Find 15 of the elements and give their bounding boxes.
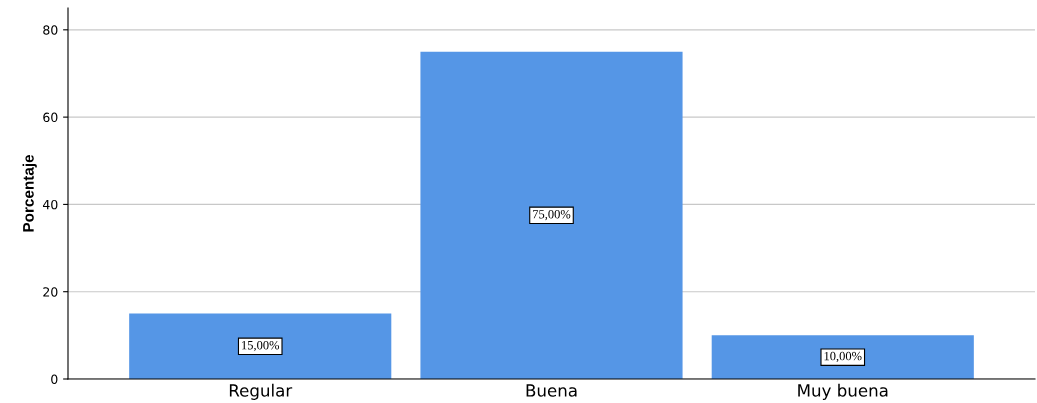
y-axis-title: Porcentaje — [22, 154, 37, 232]
x-tick-label: Muy buena — [798, 383, 888, 400]
y-tick-label: 20 — [43, 287, 58, 297]
y-tick-label: 0 — [51, 374, 58, 384]
data-label: 10,00% — [824, 351, 862, 363]
bar — [129, 313, 392, 379]
y-tick-label: 40 — [42, 199, 58, 210]
bar — [711, 335, 974, 379]
x-tick-label: Buena — [526, 384, 577, 397]
y-tick-label: 80 — [43, 25, 58, 35]
y-tick-label: 60 — [43, 112, 58, 123]
bar — [420, 51, 683, 379]
x-tick-label: Regular — [229, 383, 293, 400]
data-label: 75,00% — [533, 210, 571, 221]
data-label: 15,00% — [242, 340, 280, 352]
